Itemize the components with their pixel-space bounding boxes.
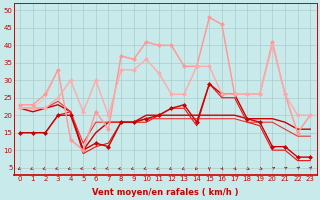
X-axis label: Vent moyen/en rafales ( km/h ): Vent moyen/en rafales ( km/h ) <box>92 188 238 197</box>
